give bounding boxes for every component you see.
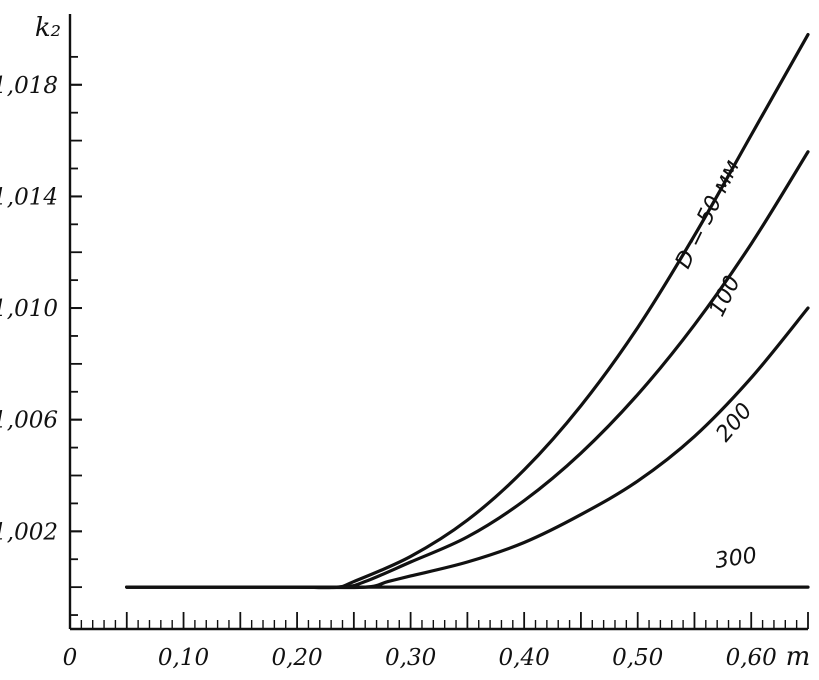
x-tick-label: 0,60 (726, 645, 777, 671)
x-tick-label: 0 (63, 645, 78, 671)
axes (68, 14, 808, 631)
x-tick-label: 0,20 (271, 645, 322, 671)
series-line-3 (125, 306, 810, 590)
series-lines (125, 32, 810, 590)
labels: 1,002 1,006 1,010 1,014 1,018 0 0,10 0,20 0,30 0,… (0, 13, 810, 672)
y-tick-label: 1,006 (0, 408, 58, 434)
y-tick-label: 1,002 (0, 519, 58, 545)
y-tick-label: 1,010 (0, 296, 58, 322)
y-tick-label: 1,018 (0, 73, 58, 99)
x-axis-title: m (786, 642, 811, 672)
y-axis-title: k₂ (35, 13, 61, 43)
y-tick-label: 1,014 (0, 184, 58, 210)
ticks (70, 55, 809, 629)
series-label-3: 200 (711, 399, 757, 447)
x-tick-label: 0,10 (158, 645, 209, 671)
x-tick-label: 0,40 (499, 645, 550, 671)
x-tick-label: 0,30 (385, 645, 436, 671)
series-label-2: 100 (705, 272, 746, 321)
x-tick-label: 0,50 (612, 645, 663, 671)
series-label-4: 300 (713, 543, 758, 574)
series-label-1: D = 50 мм (671, 156, 745, 273)
